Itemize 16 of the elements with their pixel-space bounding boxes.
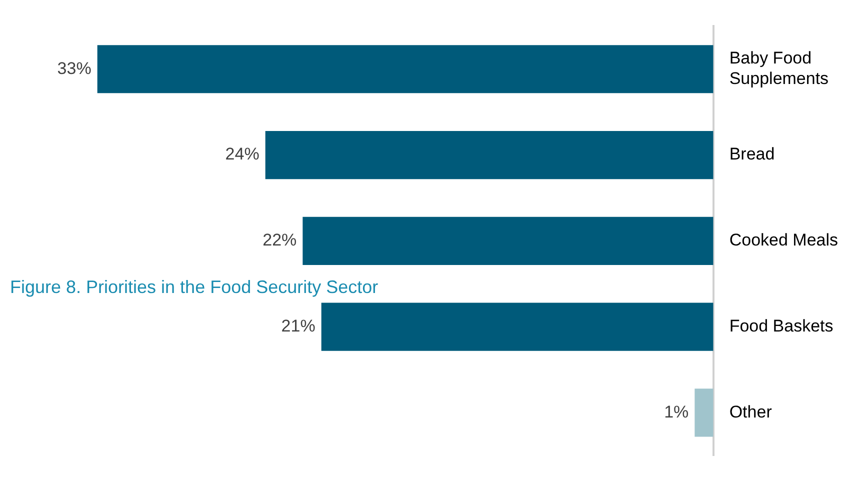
bar <box>302 216 714 265</box>
y-tick-label: Bread <box>729 144 775 164</box>
y-tick-label: Food Baskets <box>729 316 834 336</box>
bar <box>97 45 714 94</box>
y-tick-label: Other <box>729 402 772 422</box>
y-tick-label: Baby Food Supplements <box>729 48 829 88</box>
bar <box>694 388 714 437</box>
data-label: 22% <box>262 230 297 250</box>
data-label: 33% <box>57 58 92 78</box>
data-label: 1% <box>664 402 689 422</box>
bar <box>321 302 714 351</box>
y-tick-label: Cooked Meals <box>729 230 838 250</box>
text: Figure 8. Priorities in the Food Security Sector <box>10 276 378 297</box>
data-label: 24% <box>225 144 260 164</box>
bar <box>265 130 714 180</box>
data-label: 21% <box>281 316 316 336</box>
